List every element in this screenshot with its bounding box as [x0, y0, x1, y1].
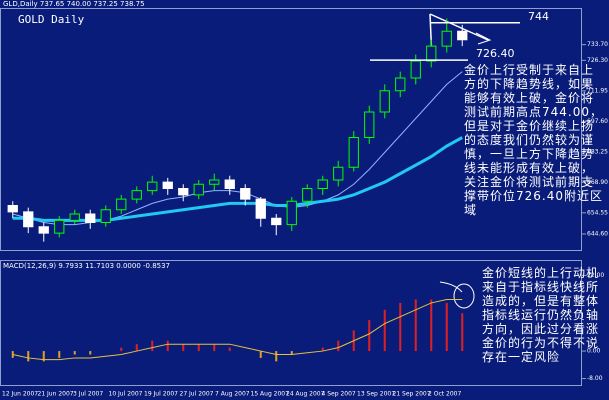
x-tick-label: 4 Sep 2007 — [322, 391, 356, 398]
y-tick-label: 711.95 — [587, 87, 608, 94]
histogram-bar — [337, 340, 340, 352]
x-tick-label: 3 Jul 2007 — [73, 391, 103, 398]
candle-body — [85, 213, 96, 223]
histogram-bar — [383, 309, 386, 352]
circle-annotation — [453, 283, 475, 309]
annotation: 金价上行受制于来自上方的下降趋势线，如果能够有效上破，金价将测试前期高点744.… — [464, 63, 603, 217]
candle-body — [38, 226, 49, 234]
candle-body — [348, 137, 359, 168]
histogram-bar — [151, 340, 154, 352]
histogram-bar — [445, 302, 448, 352]
candle-body — [271, 217, 282, 226]
candle-body — [193, 183, 204, 196]
chart-title: GOLD Daily — [18, 13, 85, 26]
histogram-bar — [430, 299, 433, 352]
y-tick-label: 733.70 — [587, 41, 608, 48]
candle-body — [131, 190, 142, 200]
candle-body — [457, 30, 468, 41]
histogram-bar — [27, 351, 30, 362]
y-tick-label: 644.60 — [587, 230, 608, 237]
x-tick-label: 2 Oct 2007 — [428, 391, 461, 398]
x-tick-label: 19 Jul 2007 — [144, 391, 178, 398]
candle-body — [379, 90, 390, 113]
histogram-bar — [135, 344, 138, 352]
arrow — [475, 32, 492, 45]
histogram-bar — [89, 351, 92, 355]
x-tick-label: 10 Jul 2007 — [109, 391, 143, 398]
candle-body — [286, 200, 297, 226]
y-tick-label: 22.00 — [587, 272, 604, 279]
candle-body — [441, 30, 452, 47]
y-tick-label: 654.55 — [587, 209, 608, 216]
histogram-bar — [228, 347, 231, 352]
x-tick-label: 21 Jun 2007 — [38, 391, 74, 398]
x-tick-label: 27 Jul 2007 — [180, 391, 214, 398]
candle-body — [317, 179, 328, 189]
x-tick-label: 15 Aug 2007 — [251, 391, 290, 398]
histogram-bar — [42, 351, 45, 362]
histogram-bar — [182, 344, 185, 352]
candle-body — [224, 179, 235, 189]
candle-body — [23, 211, 34, 228]
histogram-bar — [197, 344, 200, 352]
candle-body — [240, 188, 251, 200]
candle-body — [333, 166, 344, 181]
histogram-bar — [73, 351, 76, 355]
candle-body — [302, 188, 313, 202]
x-tick-label: 13 Sep 2007 — [357, 391, 395, 398]
histogram-bar — [461, 313, 464, 352]
candle-body — [116, 198, 127, 211]
candle-body — [100, 209, 111, 223]
x-tick-label: 12 Jun 2007 — [2, 391, 38, 398]
candle-body — [69, 213, 80, 221]
candle-body — [426, 45, 437, 62]
candle-body — [395, 77, 406, 92]
candle-body — [162, 181, 173, 189]
candle-body — [7, 205, 18, 213]
line — [12, 299, 463, 361]
level-label: 726.40 — [476, 47, 515, 60]
candle-body — [209, 179, 220, 185]
y-tick-label: 726.30 — [587, 57, 608, 64]
y-tick-label: 683.25 — [587, 148, 608, 155]
histogram-bar — [166, 340, 169, 352]
histogram-bar — [399, 302, 402, 352]
candle-body — [178, 188, 189, 196]
histogram-bar — [275, 351, 278, 362]
trend-line — [429, 13, 489, 41]
candle-body — [147, 181, 158, 192]
arrow — [439, 281, 463, 293]
histogram-bar — [120, 347, 123, 352]
candle-body — [410, 60, 421, 79]
histogram-bar — [414, 299, 417, 352]
histogram-bar — [321, 347, 324, 352]
main-panel — [0, 8, 582, 251]
y-tick-label: 697.60 — [587, 118, 608, 125]
x-tick-label: 7 Aug 2007 — [215, 391, 250, 398]
candle-body — [364, 111, 375, 138]
annotation: 金价短线的上行动机来自于指标线快线所造成的，但是有整体指标线运行仍然负轴方向，因… — [482, 266, 600, 364]
header: GLD,Daily 737.65 740.00 737.25 738.75 — [3, 0, 145, 8]
histogram-bar — [58, 351, 61, 358]
y-tick-label: -8.00 — [587, 375, 603, 382]
candle-body — [255, 198, 266, 219]
macd-label: MACD(12,26,9) 9.7933 11.7103 0.0000 -0.8… — [3, 262, 170, 270]
y-tick-label: 0.00 — [587, 348, 601, 355]
histogram-bar — [259, 351, 262, 358]
x-tick-label: 24 Aug 2007 — [286, 391, 325, 398]
histogram-bar — [213, 344, 216, 352]
x-tick-label: 21 Sep 2007 — [393, 391, 431, 398]
histogram-bar — [290, 351, 293, 355]
candle-body — [54, 219, 65, 234]
level-label: 744 — [528, 10, 549, 23]
macd-panel — [0, 260, 582, 386]
histogram-bar — [368, 320, 371, 352]
y-tick-label: 668.90 — [587, 179, 608, 186]
